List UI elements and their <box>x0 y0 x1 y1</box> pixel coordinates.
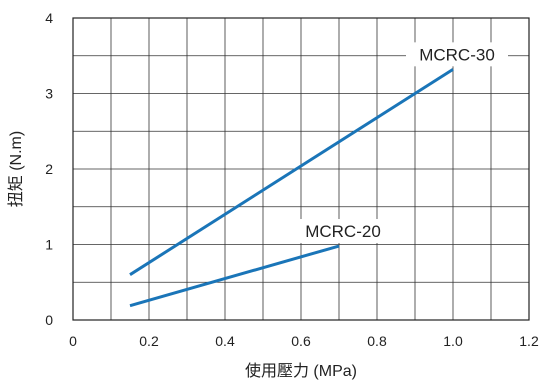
mcrc-20-label-background <box>292 219 394 244</box>
mcrc-20-label: MCRC-20 <box>305 222 381 241</box>
plot-frame <box>72 17 530 321</box>
mcrc-20-line <box>129 244 340 308</box>
mcrc-30-label-background <box>406 42 508 67</box>
mcrc-30-line <box>129 68 454 276</box>
x-tick-label: 0.4 <box>215 333 235 349</box>
x-tick-label: 0.6 <box>291 333 311 349</box>
x-tick-label: 0 <box>69 333 77 349</box>
x-tick-label: 0.8 <box>367 333 387 349</box>
y-tick-label: 4 <box>45 10 53 26</box>
y-tick-label: 0 <box>45 312 53 328</box>
x-tick-label: 1.2 <box>519 333 539 349</box>
y-tick-label: 2 <box>45 161 53 177</box>
x-axis-title: 使用壓力 (MPa) <box>245 362 357 380</box>
grid-lines <box>73 18 529 320</box>
mcrc-30-label: MCRC-30 <box>419 45 495 64</box>
y-tick-labels: 0 1 2 3 4 <box>45 10 53 328</box>
series-lines: MCRC-30 MCRC-20 <box>129 42 508 308</box>
x-tick-label: 1.0 <box>443 333 463 349</box>
x-tick-label: 0.2 <box>139 333 159 349</box>
y-tick-label: 1 <box>45 237 53 253</box>
x-tick-labels: 0 0.2 0.4 0.6 0.8 1.0 1.2 <box>69 333 539 349</box>
y-tick-label: 3 <box>45 86 53 102</box>
y-axis-title: 扭矩 (N.m) <box>7 131 25 207</box>
